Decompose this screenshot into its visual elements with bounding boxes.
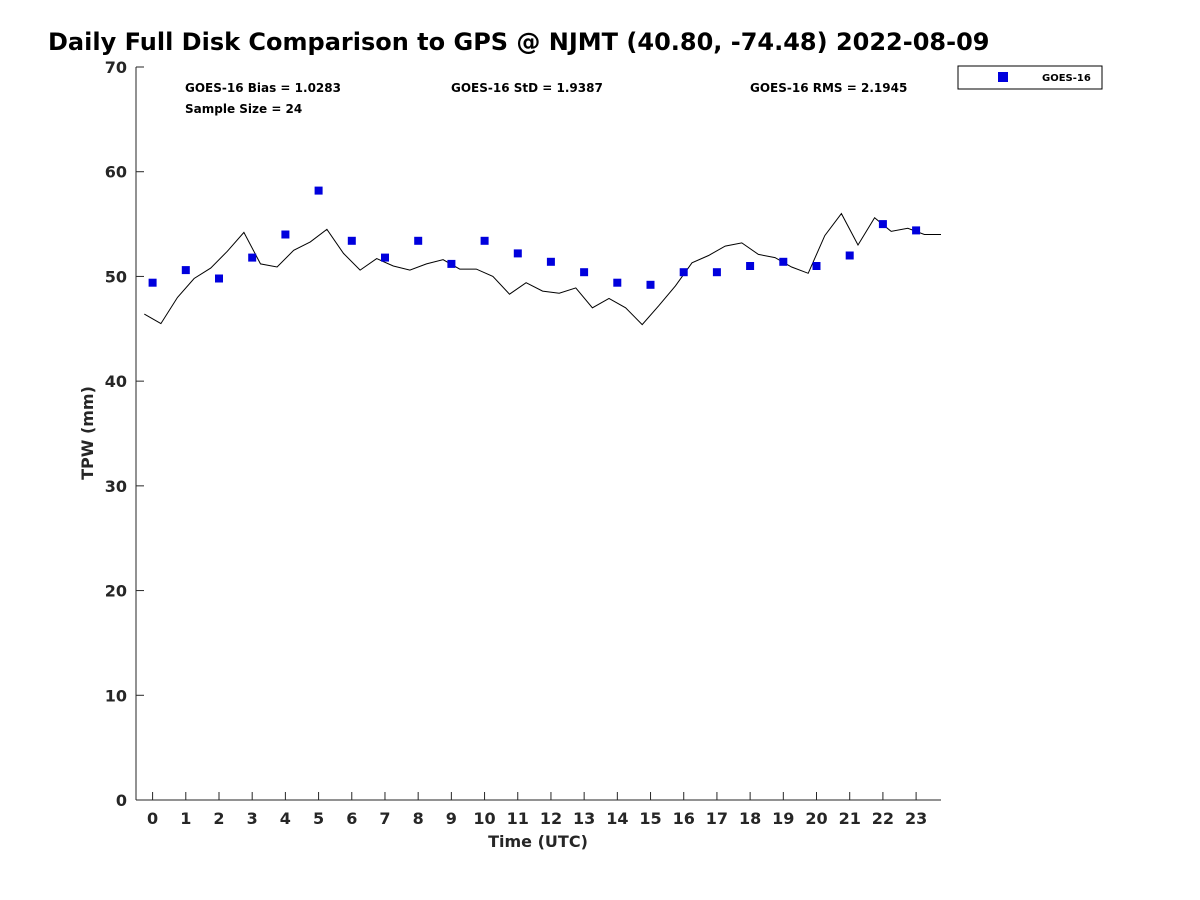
goes16-point (513, 249, 522, 258)
x-tick-label: 10 (473, 809, 495, 828)
goes16-point (845, 251, 854, 260)
goes16-point (746, 262, 755, 270)
gps-line (144, 212, 941, 326)
x-tick-label: 8 (413, 809, 424, 828)
goes16-point (580, 268, 589, 277)
goes16-point (347, 236, 356, 245)
x-tick-label: 6 (346, 809, 357, 828)
goes16-point (381, 253, 389, 262)
x-tick-label: 18 (739, 809, 761, 828)
x-axis-title: Time (UTC) (488, 832, 588, 851)
x-tick-label: 0 (147, 809, 158, 828)
x-tick-label: 23 (905, 809, 927, 828)
y-tick-label: 30 (105, 477, 127, 496)
x-tick-label: 17 (706, 809, 728, 828)
y-tick-label: 10 (105, 686, 127, 705)
goes16-point (148, 278, 157, 287)
stats-box: GOES-16 Bias = 1.0283 GOES-16 StD = 1.93… (185, 81, 907, 116)
y-tick-label: 40 (105, 372, 127, 391)
goes16-point (181, 266, 190, 275)
legend-label: GOES-16 (1042, 73, 1091, 84)
x-tick-label: 7 (379, 809, 390, 828)
chart-title: Daily Full Disk Comparison to GPS @ NJMT… (48, 28, 990, 56)
x-tick-label: 21 (839, 809, 861, 828)
x-tick-label: 1 (180, 809, 191, 828)
x-tick-label: 22 (872, 809, 894, 828)
x-tick-label: 11 (507, 809, 529, 828)
x-tick-label: 15 (639, 809, 661, 828)
x-tick-label: 14 (606, 809, 628, 828)
goes16-point (248, 253, 257, 262)
goes16-point (812, 262, 821, 270)
x-tick-label: 2 (213, 809, 224, 828)
x-tick-label: 19 (772, 809, 794, 828)
y-tick-label: 60 (105, 163, 127, 182)
stat-sample-size: Sample Size = 24 (185, 102, 302, 116)
x-tick-label: 13 (573, 809, 595, 828)
x-tick-label: 20 (805, 809, 827, 828)
x-tick-label: 12 (540, 809, 562, 828)
goes16-point (779, 257, 788, 266)
goes16-point (215, 274, 223, 283)
goes16-point (447, 259, 456, 268)
goes16-point (878, 220, 887, 229)
legend: GOES-16 (957, 65, 1103, 90)
y-tick-label: 50 (105, 267, 127, 286)
goes16-point (712, 268, 721, 277)
gps-line-layer (144, 212, 941, 326)
x-tick-label: 5 (313, 809, 324, 828)
goes16-point (546, 257, 555, 266)
y-tick-label: 0 (116, 791, 127, 810)
x-tick-label: 3 (247, 809, 258, 828)
y-tick-label: 20 (105, 582, 127, 601)
stat-std: GOES-16 StD = 1.9387 (451, 81, 603, 95)
x-tick-label: 16 (673, 809, 695, 828)
goes16-point (646, 280, 655, 289)
goes16-point (912, 226, 921, 235)
legend-box (957, 65, 1103, 90)
goes16-point (679, 268, 688, 277)
y-axis-title: TPW (mm) (78, 386, 97, 480)
goes16-point (480, 236, 489, 245)
goes16-point (613, 278, 622, 287)
stat-bias: GOES-16 Bias = 1.0283 (185, 81, 341, 95)
goes16-point (314, 186, 323, 195)
x-tick-label: 4 (280, 809, 291, 828)
goes16-point (281, 230, 290, 239)
goes16-point (414, 236, 423, 245)
goes16-markers (148, 186, 921, 289)
x-tick-label: 9 (446, 809, 457, 828)
y-tick-label: 70 (105, 58, 127, 77)
legend-marker-icon (998, 72, 1008, 82)
stat-rms: GOES-16 RMS = 2.1945 (750, 81, 907, 95)
